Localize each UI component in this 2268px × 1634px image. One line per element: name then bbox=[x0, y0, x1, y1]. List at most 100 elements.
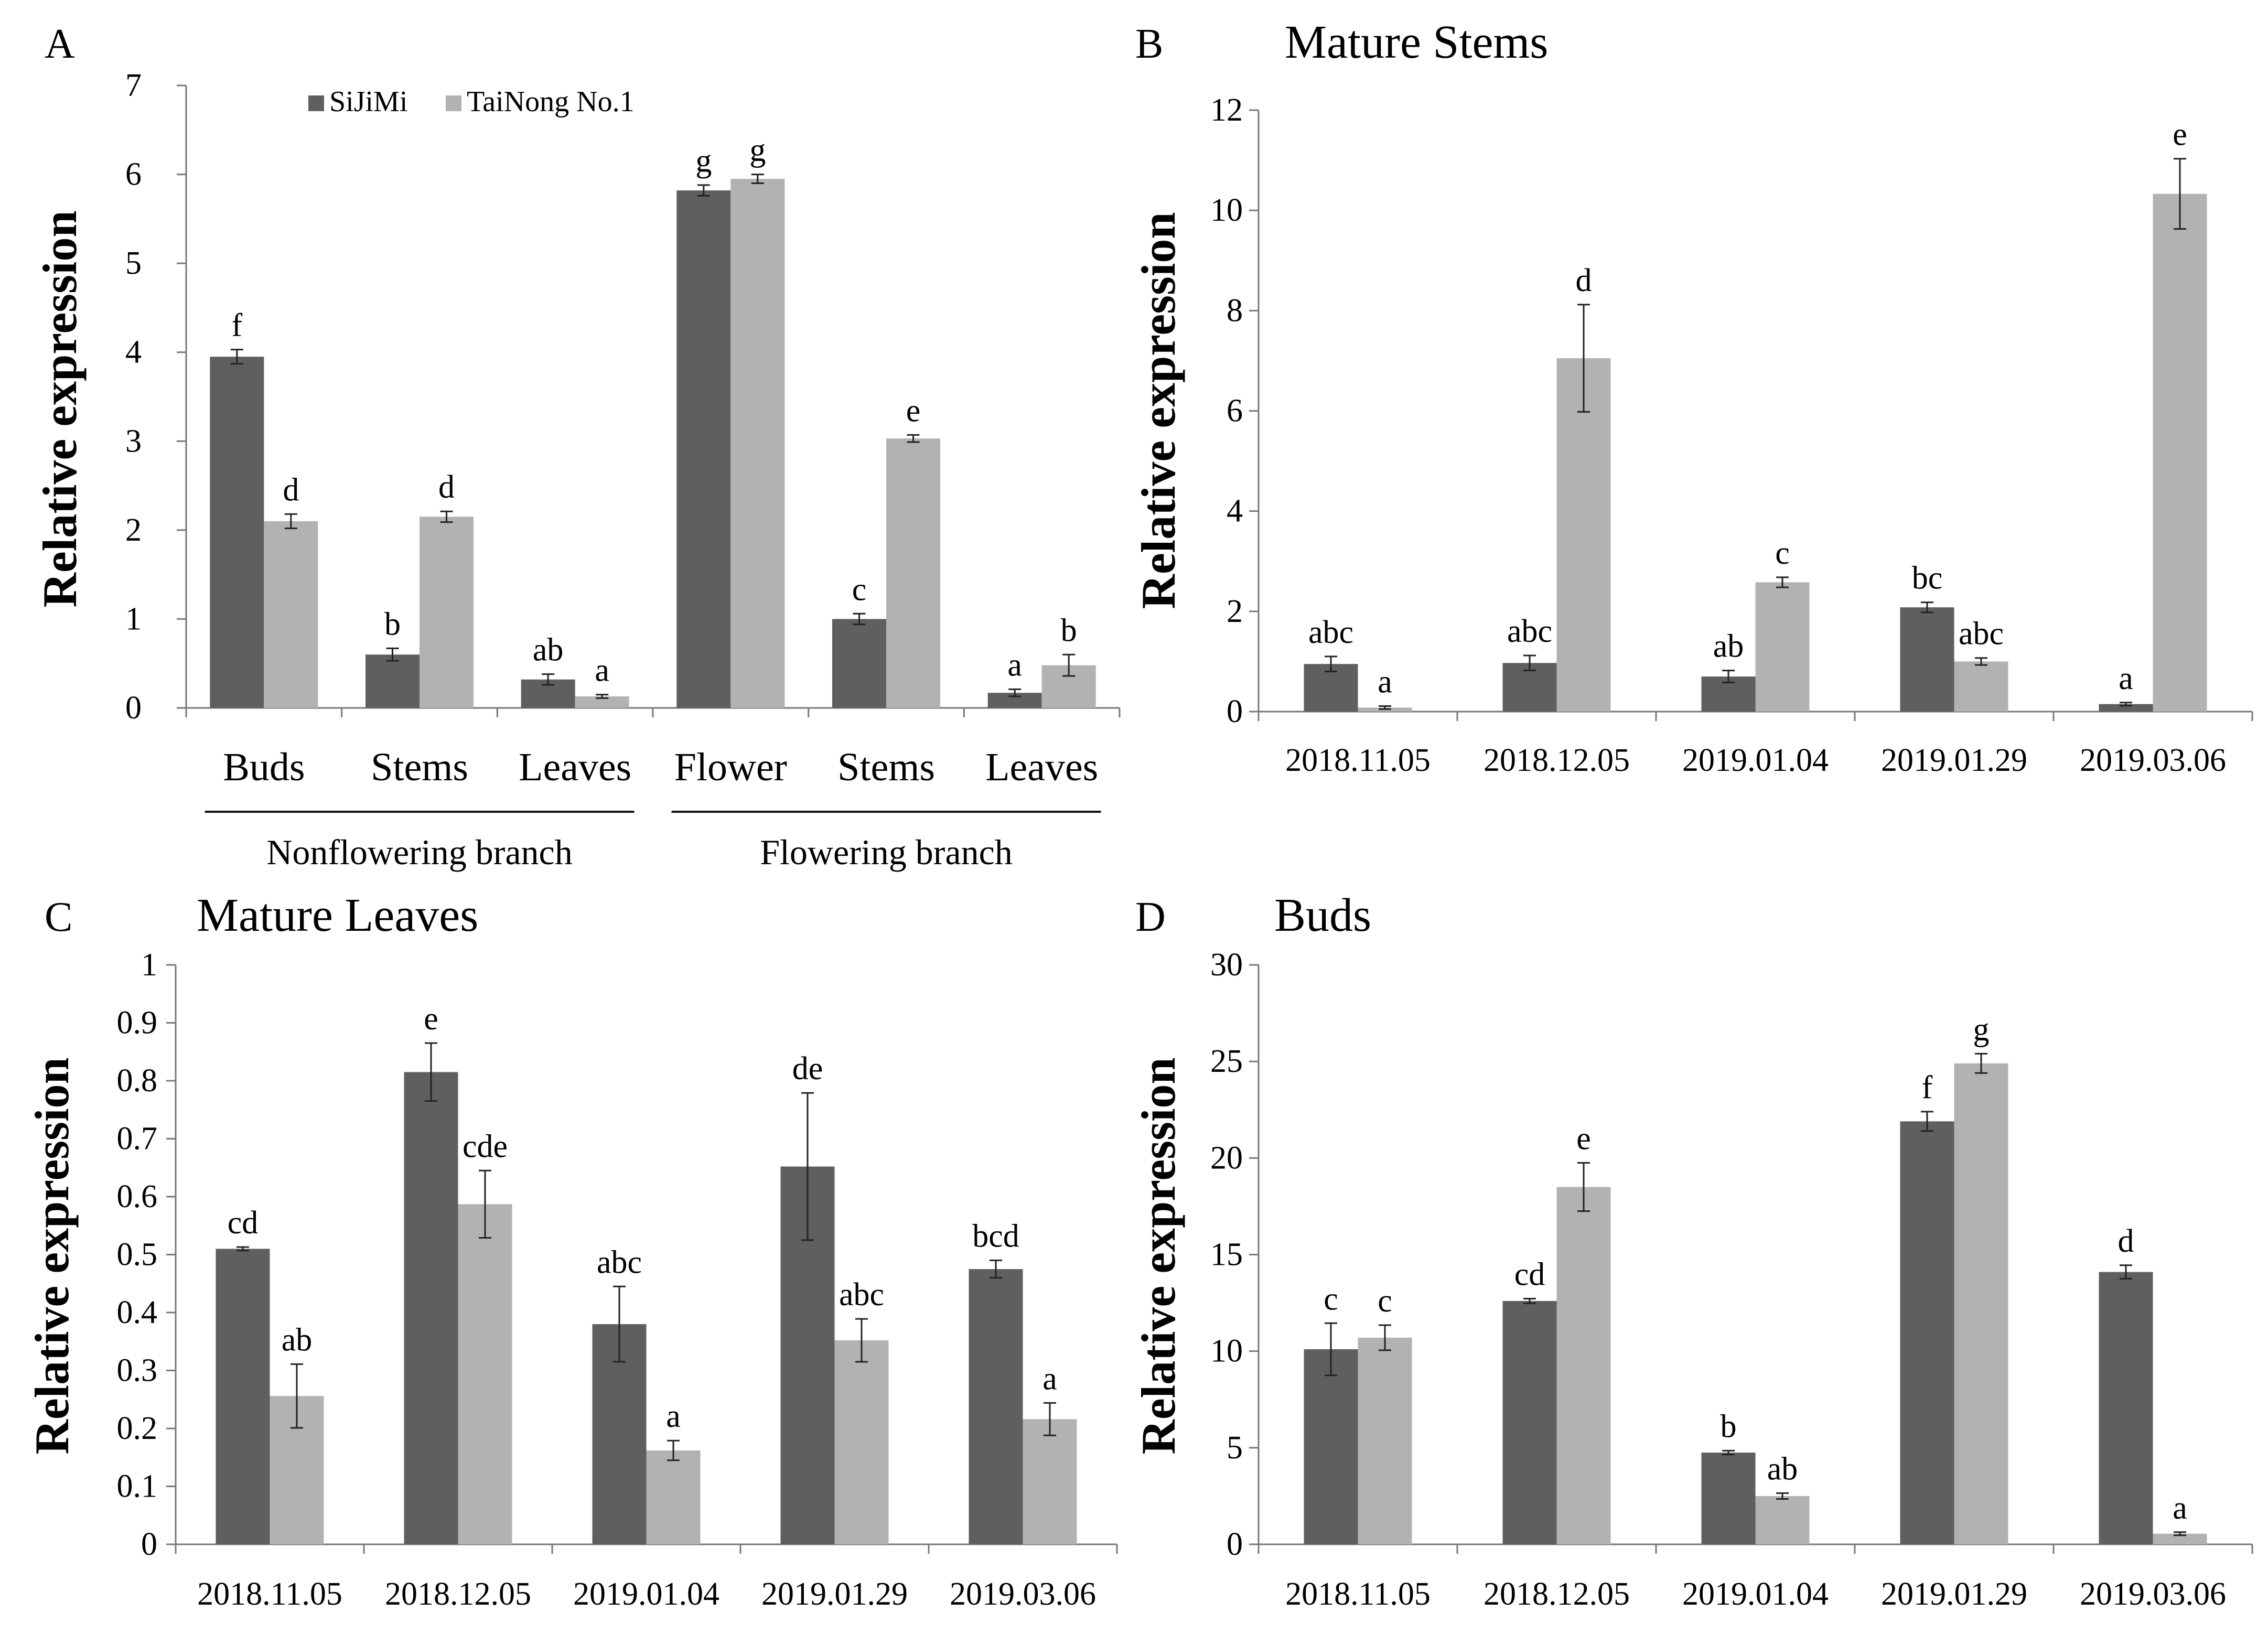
bar-tainong bbox=[1358, 1337, 1412, 1544]
y-tick-label: 3 bbox=[125, 423, 142, 459]
y-tick-label: 20 bbox=[1210, 1140, 1243, 1176]
legend: SiJiMi TaiNong No.1 bbox=[308, 85, 635, 118]
panel-letter-b: B bbox=[1135, 21, 1163, 67]
significance-label: bc bbox=[1912, 561, 1943, 596]
significance-label: g bbox=[1973, 1012, 1990, 1047]
bar-sijimi bbox=[210, 357, 264, 708]
bar-tainong bbox=[646, 1450, 701, 1544]
group-label: Nonflowering branch bbox=[266, 832, 572, 872]
group-label: Flowering branch bbox=[760, 832, 1013, 872]
y-tick-label: 1 bbox=[141, 947, 157, 983]
y-tick-label: 0 bbox=[141, 1526, 157, 1562]
y-axis-label: Relative expression bbox=[1132, 212, 1185, 609]
x-tick-label: 2019.03.06 bbox=[2080, 1576, 2226, 1612]
bar-sijimi bbox=[1502, 1300, 1557, 1544]
y-axis-label: Relative expression bbox=[25, 1057, 79, 1454]
significance-label: ab bbox=[1713, 629, 1744, 664]
y-tick-label: 7 bbox=[125, 68, 142, 103]
x-tick-label: 2018.12.05 bbox=[385, 1576, 531, 1612]
bar-sijimi bbox=[2099, 1272, 2153, 1544]
x-tick-label: 2018.12.05 bbox=[1484, 743, 1630, 778]
bar-sijimi bbox=[366, 654, 420, 708]
panel-letter-c: C bbox=[45, 894, 72, 940]
x-tick-label: 2019.01.29 bbox=[761, 1576, 908, 1612]
bar-tainong bbox=[834, 1340, 889, 1544]
significance-label: abc bbox=[597, 1244, 642, 1280]
significance-label: a bbox=[1042, 1361, 1057, 1396]
y-tick-label: 0.5 bbox=[117, 1237, 158, 1273]
legend-label-tainong: TaiNong No.1 bbox=[467, 85, 635, 118]
bar-sijimi bbox=[2099, 704, 2153, 712]
x-tick-label: Flower bbox=[674, 745, 787, 789]
significance-label: b bbox=[1061, 612, 1077, 648]
significance-label: e bbox=[906, 393, 921, 428]
significance-label: g bbox=[749, 133, 766, 168]
y-tick-label: 0.9 bbox=[117, 1005, 158, 1041]
x-tick-label: 2019.01.29 bbox=[1881, 743, 2027, 778]
y-tick-label: 0.6 bbox=[117, 1179, 158, 1214]
y-tick-label: 5 bbox=[125, 245, 142, 281]
significance-label: g bbox=[695, 143, 712, 179]
significance-label: c bbox=[852, 572, 867, 607]
panel-letter-d: D bbox=[1135, 894, 1166, 940]
x-tick-label: 2018.11.05 bbox=[197, 1576, 342, 1612]
chart-panel-d: 0 5 10 15 20 25 30 Relative expression 2018.11.0… bbox=[1132, 947, 2253, 1612]
y-tick-label: 4 bbox=[125, 335, 142, 370]
x-tick-label: 2018.12.05 bbox=[1484, 1576, 1630, 1612]
significance-label: ab bbox=[1767, 1451, 1798, 1487]
significance-label: f bbox=[232, 308, 243, 343]
x-tick-label: 2019.01.04 bbox=[573, 1576, 719, 1612]
y-tick-label: 1 bbox=[125, 601, 142, 637]
panel-title-b: Mature Stems bbox=[1285, 16, 1548, 68]
bar-sijimi bbox=[404, 1072, 458, 1544]
significance-label: c bbox=[1378, 1283, 1392, 1319]
significance-label: d bbox=[283, 472, 299, 508]
y-tick-label: 0 bbox=[1227, 694, 1243, 729]
bar-sijimi bbox=[1900, 1121, 1954, 1544]
legend-swatch-tainong bbox=[446, 95, 461, 111]
bar-tainong bbox=[1755, 582, 1810, 712]
significance-label: b bbox=[1721, 1409, 1737, 1444]
x-tick-label: 2019.03.06 bbox=[950, 1576, 1096, 1612]
significance-label: a bbox=[2119, 661, 2133, 696]
significance-label: a bbox=[1007, 647, 1022, 683]
y-tick-label: 0.1 bbox=[117, 1469, 158, 1504]
significance-label: c bbox=[1775, 535, 1790, 571]
y-tick-label: 10 bbox=[1210, 192, 1243, 228]
significance-label: e bbox=[424, 1001, 438, 1037]
bar-sijimi bbox=[969, 1269, 1023, 1544]
bar-sijimi bbox=[216, 1249, 270, 1544]
significance-label: cd bbox=[228, 1205, 259, 1241]
significance-label: ab bbox=[533, 632, 564, 668]
significance-label: d bbox=[438, 469, 455, 505]
bar-sijimi bbox=[676, 190, 731, 708]
y-tick-label: 0 bbox=[125, 690, 142, 726]
y-axis-label: Relative expression bbox=[1132, 1057, 1185, 1454]
significance-label: a bbox=[1378, 664, 1392, 700]
significance-label: e bbox=[2173, 117, 2187, 153]
significance-label: ab bbox=[282, 1322, 313, 1358]
y-tick-label: 0.3 bbox=[117, 1353, 158, 1389]
x-tick-label: Leaves bbox=[985, 745, 1098, 789]
bar-tainong bbox=[1755, 1496, 1810, 1544]
y-tick-label: 4 bbox=[1227, 493, 1243, 529]
x-tick-label: Stems bbox=[837, 745, 935, 789]
legend-label-sijimi: SiJiMi bbox=[329, 85, 407, 118]
bar-sijimi bbox=[832, 619, 886, 708]
x-tick-label: Buds bbox=[223, 745, 305, 789]
y-tick-label: 6 bbox=[125, 157, 142, 192]
y-tick-label: 0 bbox=[1227, 1526, 1243, 1562]
bar-tainong bbox=[1023, 1419, 1077, 1544]
bar-tainong bbox=[2153, 194, 2207, 712]
significance-label: abc bbox=[839, 1277, 884, 1313]
x-tick-label: 2018.11.05 bbox=[1285, 1576, 1431, 1612]
bar-tainong bbox=[730, 179, 785, 708]
bar-sijimi bbox=[1701, 1453, 1756, 1544]
significance-label: c bbox=[1324, 1281, 1338, 1317]
significance-label: a bbox=[666, 1399, 681, 1434]
y-tick-label: 0.7 bbox=[117, 1121, 158, 1157]
bar-tainong bbox=[420, 517, 474, 708]
significance-label: f bbox=[1922, 1070, 1933, 1105]
